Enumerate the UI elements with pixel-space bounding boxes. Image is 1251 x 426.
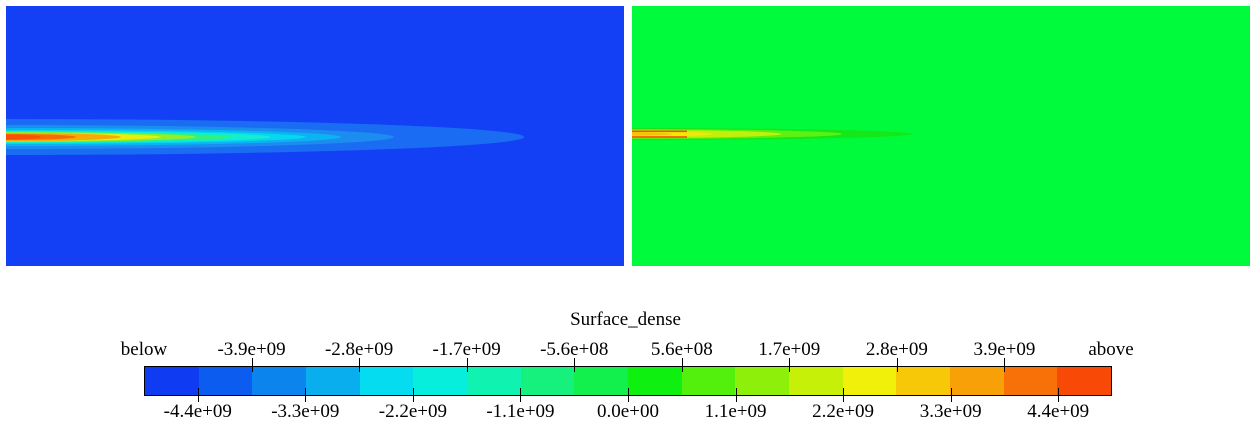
contour-plot-right — [632, 6, 1250, 266]
colorbar-tick — [305, 388, 306, 402]
color-legend: Surface_dense below above -3.9e+09 -2.8e+09… — [0, 300, 1251, 426]
contour-band-edge — [632, 130, 687, 133]
contour-band — [6, 134, 41, 140]
legend-lower-label: -4.4e+09 — [163, 401, 232, 422]
colorbar-swatch — [1057, 367, 1112, 395]
contour-panel-left — [6, 6, 624, 266]
legend-title: Surface_dense — [570, 309, 681, 330]
legend-lower-label: 4.4e+09 — [1027, 401, 1090, 422]
colorbar-swatch — [145, 367, 199, 395]
colorbar-swatch — [681, 367, 736, 395]
legend-upper-label: 2.8e+09 — [865, 339, 928, 360]
colorbar-tick — [252, 358, 253, 372]
colorbar-tick — [1004, 358, 1005, 372]
colorbar-tick — [843, 388, 844, 402]
legend-upper-label: 3.9e+09 — [973, 339, 1036, 360]
colorbar-tick — [574, 358, 575, 372]
colorbar-swatch — [950, 367, 1004, 395]
colorbar-swatch — [306, 367, 360, 395]
colorbar-swatch — [467, 367, 521, 395]
legend-lower-label: -2.2e+09 — [378, 401, 447, 422]
colorbar-tick — [359, 358, 360, 372]
legend-lower-label: 1.1e+09 — [704, 401, 767, 422]
legend-lower-label: -3.3e+09 — [271, 401, 340, 422]
contour-plot-left — [6, 6, 624, 266]
contour-band-edge — [632, 136, 687, 138]
contour-panel-right — [632, 6, 1250, 266]
colorbar-tick — [736, 388, 737, 402]
colorbar-tick — [520, 388, 521, 402]
colorbar-swatch — [842, 367, 897, 395]
colorbar-swatch — [1003, 367, 1058, 395]
colorbar-swatch — [252, 367, 307, 395]
colorbar-tick — [1058, 388, 1059, 402]
colorbar-swatch — [520, 367, 575, 395]
colorbar-tick — [413, 388, 414, 402]
colorbar-tick — [951, 388, 952, 402]
colorbar-tick — [628, 388, 629, 402]
legend-above-label: above — [1088, 339, 1134, 360]
colorbar-tick — [198, 388, 199, 402]
contour-band — [632, 132, 672, 136]
colorbar-swatch — [735, 367, 790, 395]
legend-lower-label: 3.3e+09 — [919, 401, 982, 422]
colorbar-swatch — [198, 367, 253, 395]
colorbar-tick — [467, 358, 468, 372]
colorbar-swatch — [628, 367, 682, 395]
colorbar-swatch — [413, 367, 468, 395]
colorbar-swatch — [359, 367, 414, 395]
colorbar-swatch — [574, 367, 629, 395]
legend-upper-label: -2.8e+09 — [324, 339, 394, 360]
legend-lower-label: 0.0e+00 — [597, 401, 659, 422]
colorbar-tick — [682, 358, 683, 372]
legend-upper-label: 1.7e+09 — [758, 339, 821, 360]
legend-lower-label: 2.2e+09 — [812, 401, 875, 422]
colorbar-swatch — [896, 367, 951, 395]
legend-upper-label: -1.7e+09 — [432, 339, 501, 360]
legend-lower-label: -1.1e+09 — [486, 401, 555, 422]
legend-below-label: below — [120, 339, 168, 360]
legend-upper-label: 5.6e+08 — [650, 339, 713, 360]
colorbar-tick — [789, 358, 790, 372]
legend-upper-label: -3.9e+09 — [217, 339, 286, 360]
colorbar-swatch — [789, 367, 843, 395]
colorbar-tick — [897, 358, 898, 372]
legend-upper-label: -5.6e+08 — [540, 339, 609, 360]
